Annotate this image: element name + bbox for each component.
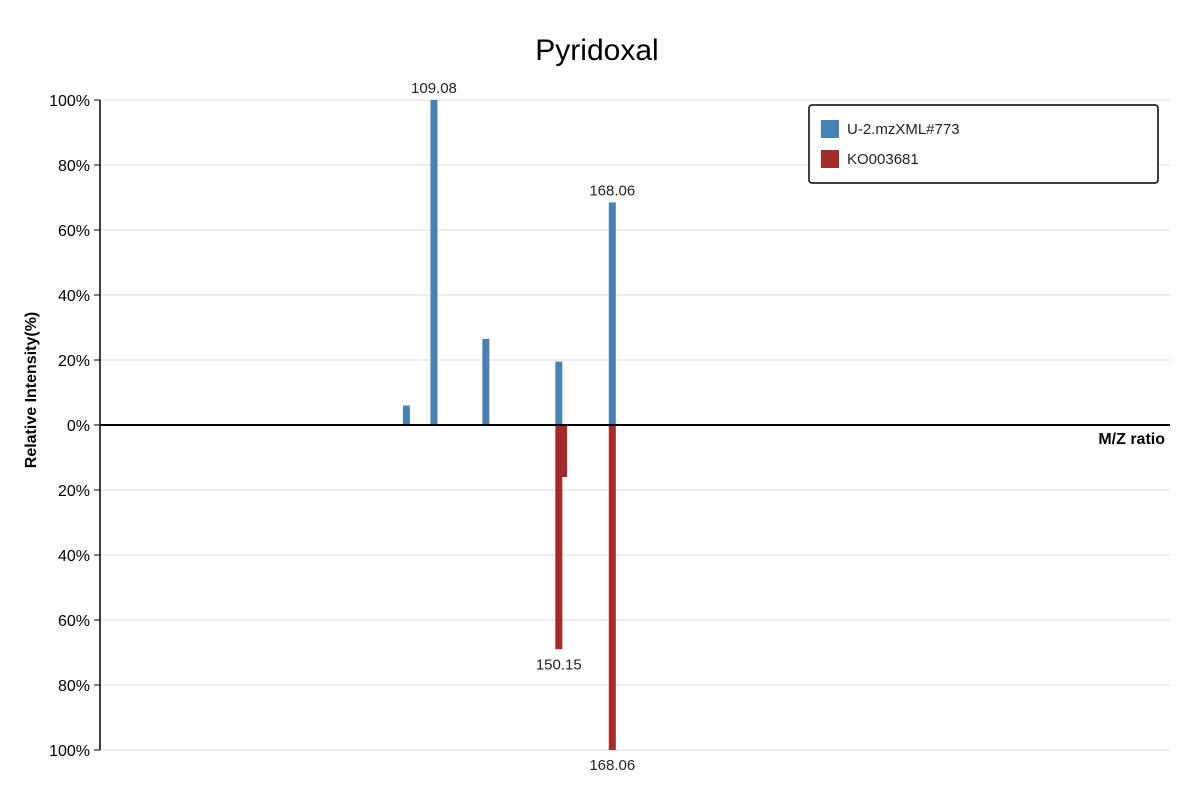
peak-labels: 109.08 168.06 150.15 168.06 [411, 80, 635, 774]
peak-bar [560, 425, 568, 477]
y-tick-label: 0% [67, 418, 90, 435]
peak-bar [402, 405, 410, 425]
y-tick-label: 20% [58, 483, 90, 500]
legend-entry: U-2.mzXML#773 [847, 121, 960, 138]
y-tick-label: 80% [58, 678, 90, 695]
peak-bar [608, 425, 616, 750]
legend: U-2.mzXML#773 KO003681 [808, 104, 1159, 184]
peak-bar [555, 361, 563, 425]
y-tick-label: 80% [58, 158, 90, 175]
legend-swatch [821, 120, 839, 138]
peak-label: 168.06 [589, 757, 635, 774]
peak-label: 168.06 [589, 182, 635, 199]
peak-bar [608, 202, 616, 425]
peak-bar [555, 425, 563, 650]
y-tick-label: 20% [58, 353, 90, 370]
y-tick-label: 100% [49, 743, 90, 760]
y-axis: 100% 80% 60% 40% 20% 0% 20% 40% 60% 80% 100% [49, 93, 101, 760]
peak-label: 150.15 [536, 656, 582, 673]
peak-bars [402, 100, 616, 750]
peak-bar [430, 100, 438, 425]
grid-lines [100, 99, 1170, 751]
y-tick-label: 40% [58, 288, 90, 305]
y-axis-title: Relative Intensity(%) [23, 312, 40, 468]
y-tick-label: 60% [58, 223, 90, 240]
y-tick-label: 40% [58, 548, 90, 565]
y-tick-label: 100% [49, 93, 90, 110]
chart-title: Pyridoxal [535, 34, 658, 67]
peak-label: 109.08 [411, 80, 457, 97]
legend-box [808, 104, 1159, 184]
legend-entry: KO003681 [847, 151, 919, 168]
y-tick-label: 60% [58, 613, 90, 630]
legend-swatch [821, 150, 839, 168]
x-axis-title: M/Z ratio [1098, 431, 1165, 448]
peak-bar [482, 338, 490, 425]
